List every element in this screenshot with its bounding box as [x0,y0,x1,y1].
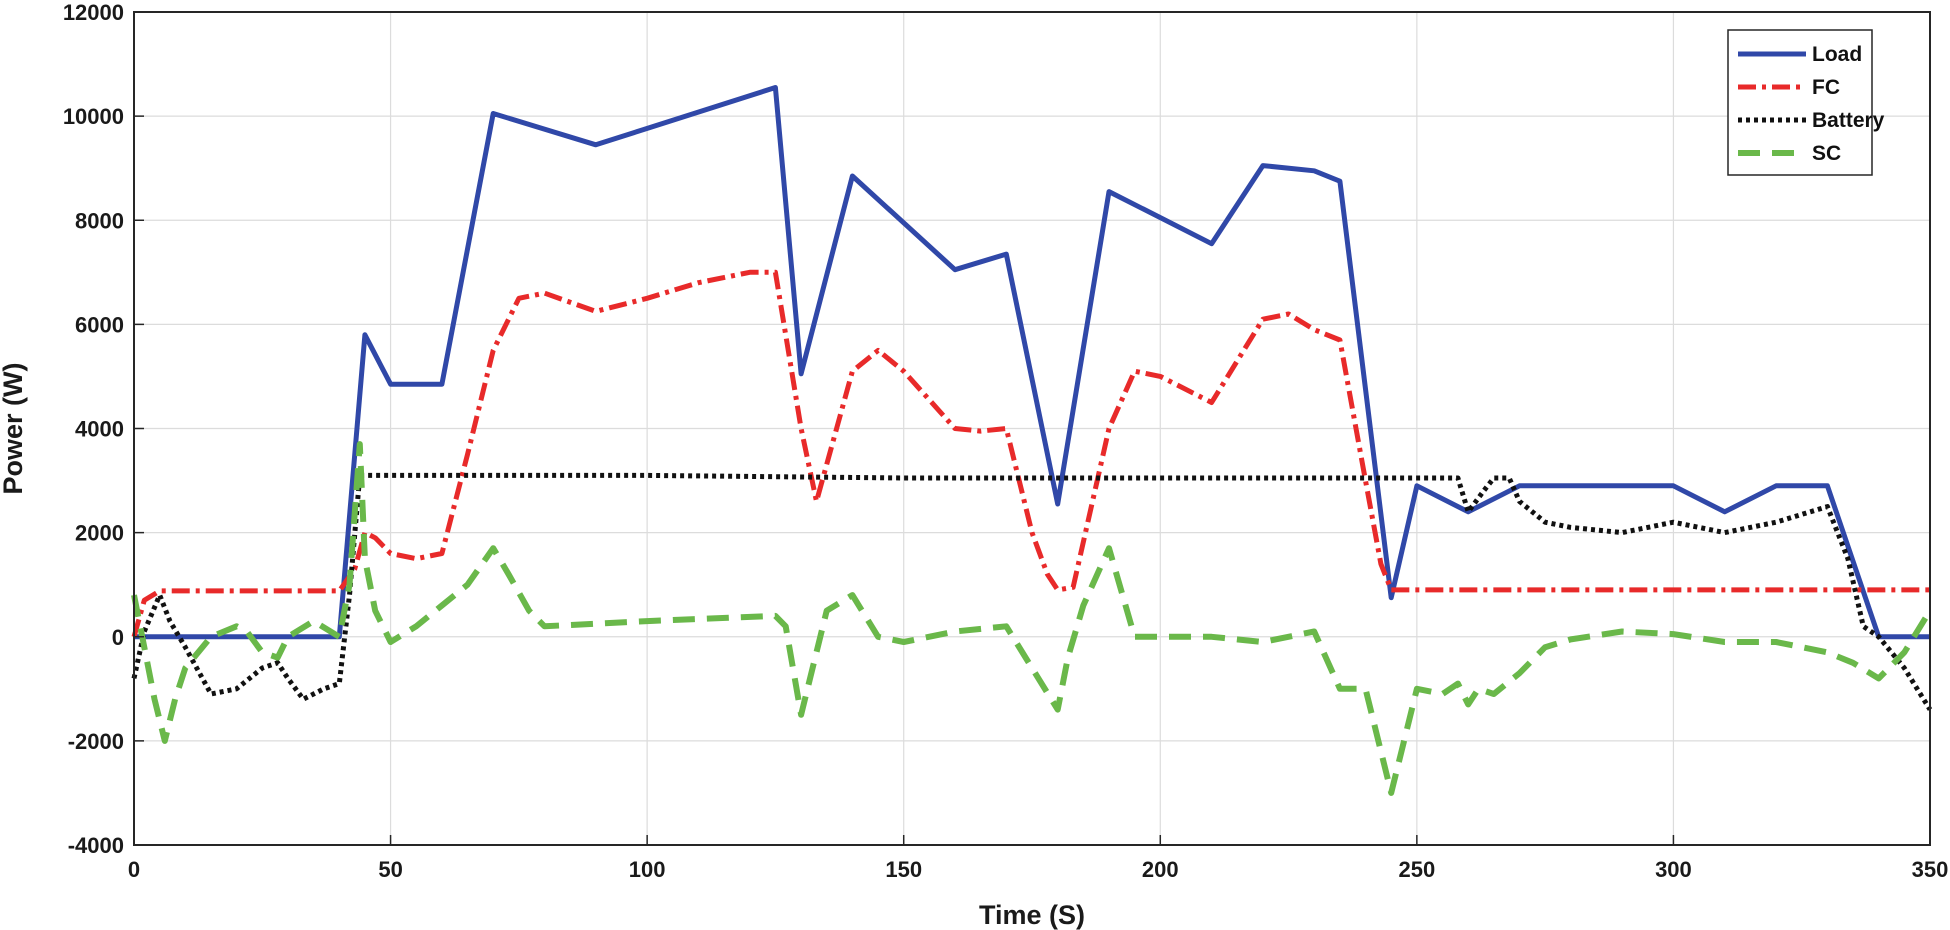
y-tick-label: -2000 [68,729,124,754]
y-tick-label: 12000 [63,0,124,25]
y-tick-label: 8000 [75,208,124,233]
x-axis-ticks: 0 50 100 150 200 250 300 350 [128,835,1948,882]
x-tick-label: 0 [128,857,140,882]
x-tick-label: 200 [1142,857,1179,882]
x-axis-title: Time (S) [979,900,1085,930]
legend-label-fc: FC [1812,76,1840,99]
series-lines [131,85,1933,796]
y-tick-label: 10000 [63,104,124,129]
series-line-battery [131,472,1933,711]
legend-label-sc: SC [1812,142,1841,165]
y-axis-ticks: -4000 -2000 0 2000 4000 6000 8000 10000 12000 [63,0,144,858]
legend-label-load: Load [1812,43,1862,66]
legend-label-battery: Battery [1812,109,1885,132]
x-tick-label: 100 [629,857,666,882]
legend: Load FC Battery SC [1727,29,1885,176]
y-tick-label: 0 [112,625,124,650]
y-tick-label: 6000 [75,312,124,337]
series-line-load [134,85,1930,640]
grid-lines [133,11,1931,846]
y-axis-title: Power (W) [0,363,28,495]
y-tick-label: 4000 [75,417,124,442]
series-line-fc [131,269,1930,638]
series-line-sc [131,441,1933,796]
x-tick-label: 50 [378,857,402,882]
y-tick-label: 2000 [75,521,124,546]
x-tick-label: 150 [885,857,922,882]
y-tick-label: -4000 [68,833,124,858]
x-tick-label: 300 [1655,857,1692,882]
x-tick-label: 250 [1398,857,1435,882]
x-tick-label: 350 [1912,857,1949,882]
